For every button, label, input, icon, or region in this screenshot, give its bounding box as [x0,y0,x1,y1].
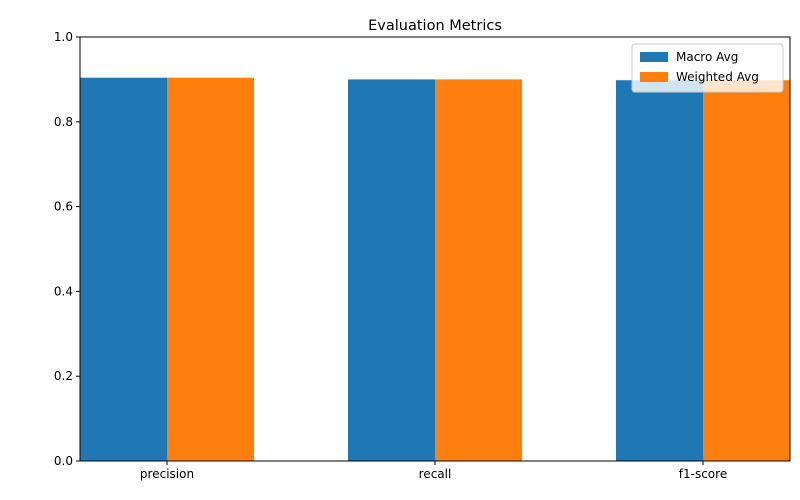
bar-recall-macro-avg [347,79,435,462]
x-tick-label: precision [140,467,194,481]
bar-precision-weighted-avg [167,77,254,461]
y-tick-label: 0.8 [54,115,73,129]
legend-box [631,43,784,93]
legend-label: Weighted Avg [676,70,759,84]
axes-group: 0.0 0.2 0.4 0.6 0.8 1.0 precision recall f1-scor… [54,30,791,481]
bars-group [80,77,790,462]
y-tick-label: 0.0 [54,454,73,468]
bar-f1-score-macro-avg [615,80,703,462]
legend-swatch [640,52,668,62]
bar-precision-macro-avg [80,77,167,461]
legend-label: Macro Avg [676,50,738,64]
x-tick-label: recall [419,467,452,481]
bar-recall-weighted-avg [434,79,522,462]
y-tick-label: 0.6 [54,200,73,214]
y-tick-label: 0.2 [54,369,73,383]
legend-swatch [640,72,668,82]
x-tick-label: f1-score [679,467,727,481]
legend: Macro Avg Weighted Avg [631,43,784,93]
y-tick-label: 0.4 [54,284,73,298]
chart-title: Evaluation Metrics [368,18,502,34]
y-tick-label: 1.0 [54,30,73,44]
bar-f1-score-weighted-avg [702,80,790,462]
